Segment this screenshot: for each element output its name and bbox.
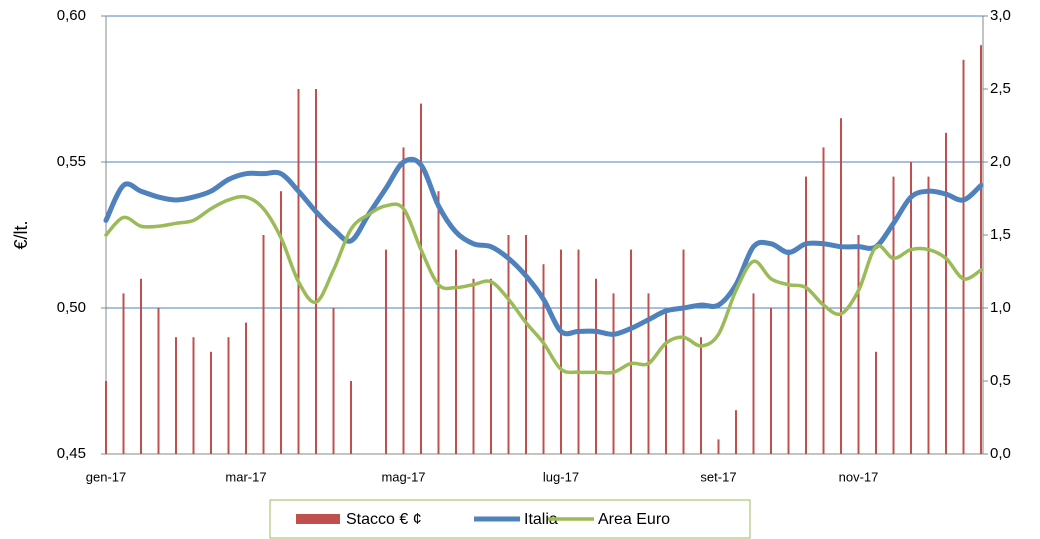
bar <box>770 308 772 454</box>
line <box>103 156 984 337</box>
bar <box>175 337 177 454</box>
x-tick-label: set-17 <box>700 469 736 484</box>
y2-tick-label: 1,5 <box>990 226 1011 243</box>
bar <box>665 308 667 454</box>
y-tick-label: 0,45 <box>57 445 86 462</box>
bar <box>682 249 685 454</box>
bar <box>227 337 230 454</box>
bar <box>840 118 842 454</box>
bar <box>752 293 755 454</box>
y2-tick-label: 0,0 <box>990 445 1011 462</box>
bar <box>857 235 860 454</box>
y2-tick-label: 0,5 <box>990 372 1011 389</box>
bar <box>332 308 335 454</box>
bar <box>245 322 247 454</box>
bar <box>297 89 300 454</box>
bar <box>595 278 597 454</box>
bar <box>700 337 702 454</box>
bar <box>525 235 527 454</box>
bar <box>315 89 317 454</box>
y-axis-label: €/lt. <box>11 220 31 249</box>
bar <box>927 176 930 454</box>
bar <box>945 132 947 455</box>
y-tick-label: 0,50 <box>57 299 86 316</box>
bar <box>892 176 895 454</box>
bar <box>140 278 142 454</box>
y-tick-label: 0,60 <box>57 7 86 24</box>
bar <box>805 176 807 454</box>
line <box>104 194 983 375</box>
x-tick-label: gen-17 <box>86 469 126 484</box>
bar <box>280 191 282 454</box>
bar <box>560 249 562 454</box>
bar <box>385 249 387 454</box>
bar <box>105 381 107 454</box>
y2-tick-label: 1,0 <box>990 299 1011 316</box>
bar <box>437 191 440 454</box>
bar <box>402 147 405 454</box>
bar <box>735 410 737 454</box>
bar <box>490 278 492 454</box>
bar <box>350 381 352 454</box>
legend-swatch <box>296 514 340 524</box>
legend-label: Stacco € ¢ <box>346 511 422 528</box>
x-tick-label: nov-17 <box>839 469 879 484</box>
bar <box>262 235 265 454</box>
bar <box>420 103 422 454</box>
y2-tick-label: 2,0 <box>990 153 1011 170</box>
legend-label: Italia <box>524 511 558 528</box>
bar <box>787 249 790 454</box>
bar <box>910 162 912 454</box>
legend-label: Area Euro <box>598 511 670 528</box>
bar <box>630 249 632 454</box>
bar <box>472 278 475 454</box>
bar <box>192 337 195 454</box>
y-tick-label: 0,55 <box>57 153 86 170</box>
bar <box>210 351 212 454</box>
bar <box>122 293 125 454</box>
bar <box>157 308 160 454</box>
x-tick-label: mar-17 <box>225 469 266 484</box>
bar <box>507 235 510 454</box>
bar <box>875 351 877 454</box>
x-tick-label: mag-17 <box>381 469 425 484</box>
bar <box>455 249 457 454</box>
bar <box>647 293 650 454</box>
x-tick-label: lug-17 <box>543 469 579 484</box>
bar <box>717 439 720 454</box>
bar <box>577 249 580 454</box>
bar <box>962 59 965 455</box>
bar <box>822 147 825 454</box>
bar <box>980 45 982 454</box>
y2-tick-label: 2,5 <box>990 80 1011 97</box>
bar <box>542 264 545 454</box>
y2-tick-label: 3,0 <box>990 7 1011 24</box>
